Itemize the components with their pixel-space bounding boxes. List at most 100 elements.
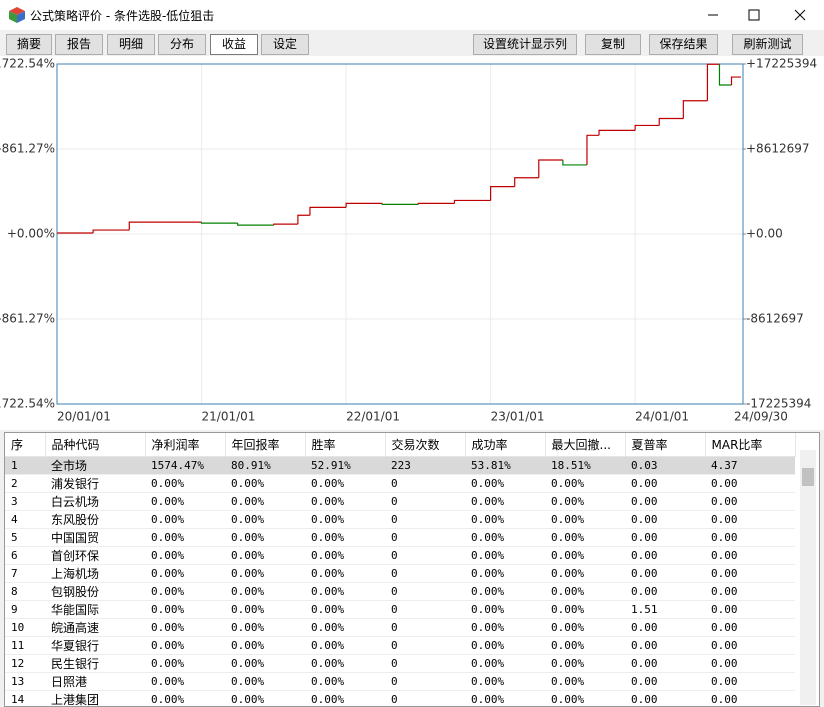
action-button[interactable]: 保存结果 (649, 34, 718, 55)
table-cell: 0.00% (225, 492, 305, 511)
table-cell: 8 (5, 582, 45, 601)
table-cell: 0.00 (625, 636, 705, 655)
table-cell: 0.00% (225, 474, 305, 493)
table-row[interactable]: 4 东风股份 0.00% 0.00% 0.00% 0 0.00% 0.00% 0.00 0.00 (5, 510, 795, 529)
column-header[interactable]: 胜率 (305, 433, 386, 457)
y2-tick-label: +8612697 (746, 142, 810, 156)
table-cell: 0.00% (145, 654, 225, 673)
y-tick-label: 1722.54% (0, 397, 55, 411)
table-cell: 0 (385, 636, 465, 655)
table-cell: 浦发银行 (45, 474, 145, 493)
table-cell: 0.00 (625, 564, 705, 583)
action-button[interactable]: 刷新测试 (732, 34, 803, 55)
table-cell: 0.00% (305, 474, 385, 493)
tab-button[interactable]: 分布 (158, 34, 206, 55)
column-header[interactable]: MAR比率 (705, 433, 796, 457)
table-cell: 0 (385, 654, 465, 673)
table-cell: 0 (385, 528, 465, 547)
tab-button[interactable]: 报告 (55, 34, 103, 55)
table-row[interactable]: 5 中国国贸 0.00% 0.00% 0.00% 0 0.00% 0.00% 0.00 0.00 (5, 528, 795, 547)
table-cell: 0.00% (465, 582, 545, 601)
table-cell: 0.00% (465, 510, 545, 529)
column-header[interactable]: 夏普率 (625, 433, 706, 457)
table-row[interactable]: 3 白云机场 0.00% 0.00% 0.00% 0 0.00% 0.00% 0.00 0.00 (5, 492, 795, 511)
result-table: 序品种代码 净利润率 年回报率 胜率 交易次数 成功率 最大回撤... 夏普率 MAR比率 1 全市… (4, 432, 820, 707)
table-cell: 80.91% (225, 456, 305, 475)
equity-step (273, 223, 298, 226)
table-row[interactable]: 7 上海机场 0.00% 0.00% 0.00% 0 0.00% 0.00% 0.00 0.00 (5, 564, 795, 583)
table-row[interactable]: 13 日照港 0.00% 0.00% 0.00% 0 0.00% 0.00% 0.00 0.00 (5, 672, 795, 691)
y-tick-label: 1722.54% (0, 57, 55, 71)
column-header[interactable]: 年回报率 (225, 433, 306, 457)
column-header[interactable]: 交易次数 (385, 433, 466, 457)
table-row[interactable]: 14 上港集团 0.00% 0.00% 0.00% 0 0.00% 0.00% 0.00 0.00 (5, 690, 795, 706)
table-cell: 0.00% (225, 600, 305, 619)
column-header[interactable]: 最大回撤... (545, 433, 626, 457)
table-cell: 0.00% (305, 654, 385, 673)
action-button[interactable]: 设置统计显示列 (473, 34, 577, 55)
table-cell: 0 (385, 474, 465, 493)
tab-button[interactable]: 设定 (261, 34, 309, 55)
equity-step (730, 76, 741, 85)
table-cell: 全市场 (45, 456, 145, 475)
table-row[interactable]: 9 华能国际 0.00% 0.00% 0.00% 0 0.00% 0.00% 1.51 0.00 (5, 600, 795, 619)
x-tick-label: 23/01/01 (491, 410, 545, 424)
table-row[interactable]: 11 华夏银行 0.00% 0.00% 0.00% 0 0.00% 0.00% 0.00 0.00 (5, 636, 795, 655)
table-cell: 0.00% (305, 690, 385, 706)
table-cell: 0.00% (225, 564, 305, 583)
window-controls (708, 9, 806, 21)
table-cell: 0.00 (705, 582, 795, 601)
table-cell: 0 (385, 672, 465, 691)
chart-panel: 1722.54% -861.27% +0.00% -861.27% 1722.54% +1… (0, 56, 824, 430)
table-cell: 4.37 (705, 456, 795, 475)
table-cell: 1574.47% (145, 456, 225, 475)
scrollbar[interactable] (800, 450, 816, 705)
table-row[interactable]: 12 民生银行 0.00% 0.00% 0.00% 0 0.00% 0.00% 0.00 0.00 (5, 654, 795, 673)
table-cell: 0.00% (145, 690, 225, 706)
tab-button[interactable]: 收益 (210, 34, 258, 55)
table-row[interactable]: 10 皖通高速 0.00% 0.00% 0.00% 0 0.00% 0.00% 0.00 0.00 (5, 618, 795, 637)
scroll-thumb[interactable] (802, 468, 814, 486)
x-tick-label: 20/01/01 (57, 410, 111, 424)
table-cell: 民生银行 (45, 654, 145, 673)
equity-step (490, 186, 515, 201)
table-cell: 0.00 (625, 474, 705, 493)
table-cell: 0.00 (705, 528, 795, 547)
table-cell: 0 (385, 546, 465, 565)
table-cell: 0.00% (305, 672, 385, 691)
action-button[interactable]: 复制 (585, 34, 641, 55)
column-header[interactable]: 序 (5, 433, 46, 457)
equity-step (598, 129, 636, 136)
table-cell: 0.00% (465, 492, 545, 511)
table-cell: 0.00% (545, 528, 625, 547)
table-row[interactable]: 8 包钢股份 0.00% 0.00% 0.00% 0 0.00% 0.00% 0.00 0.00 (5, 582, 795, 601)
equity-step (538, 159, 563, 178)
table-cell: 18.51% (545, 456, 625, 475)
equity-step (237, 223, 274, 226)
table-cell: 0.00 (705, 636, 795, 655)
close-button[interactable] (794, 9, 806, 21)
table-row[interactable]: 1 全市场 1574.47% 80.91% 52.91% 223 53.81% 18.51% 0… (5, 456, 795, 475)
column-header[interactable]: 成功率 (465, 433, 546, 457)
table-cell: 皖通高速 (45, 618, 145, 637)
y2-tick-label: -17225394 (746, 397, 811, 411)
x-tick-label: 24/09/30 (734, 410, 788, 424)
y-tick-label: -861.27% (0, 312, 55, 326)
maximize-button[interactable] (748, 9, 760, 21)
tab-button[interactable]: 明细 (107, 34, 155, 55)
equity-step (682, 100, 708, 119)
table-cell: 0.00 (705, 600, 795, 619)
table-cell: 0.00% (305, 564, 385, 583)
chart: 1722.54% -861.27% +0.00% -861.27% 1722.54% +1… (0, 57, 817, 424)
column-header[interactable]: 净利润率 (145, 433, 226, 457)
tab-button[interactable]: 摘要 (6, 34, 52, 55)
column-header[interactable]: 品种代码 (45, 433, 146, 457)
x-tick-label: 22/01/01 (346, 410, 400, 424)
table-row[interactable]: 2 浦发银行 0.00% 0.00% 0.00% 0 0.00% 0.00% 0.00 0.00 (5, 474, 795, 493)
data-table: 序品种代码 净利润率 年回报率 胜率 交易次数 成功率 最大回撤... 夏普率 MAR比率 1 全市… (5, 433, 796, 706)
table-cell: 上港集团 (45, 690, 145, 706)
table-row[interactable]: 6 首创环保 0.00% 0.00% 0.00% 0 0.00% 0.00% 0.00 0.00 (5, 546, 795, 565)
table-cell: 0.00 (625, 492, 705, 511)
table-cell: 14 (5, 690, 45, 706)
